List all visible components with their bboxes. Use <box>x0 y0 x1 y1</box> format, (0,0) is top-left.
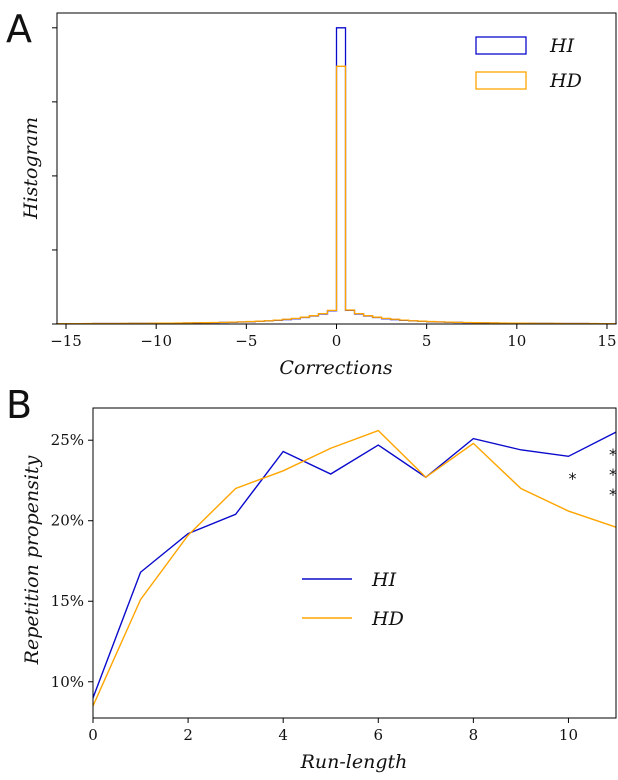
legend-label-hi: HI <box>549 35 575 57</box>
x-tick-label: 8 <box>469 726 479 744</box>
histogram-panel: −15 −10 −5 0 5 10 15 Corrections Histogram HI … <box>20 12 617 379</box>
x-tick-label: 0 <box>332 332 342 350</box>
histogram-plot-area <box>56 27 617 325</box>
x-tick-label: 2 <box>183 726 193 744</box>
line-series-hd <box>92 429 617 707</box>
legend-swatch-hi <box>475 36 527 55</box>
panel-a-letter: A <box>6 7 32 51</box>
x-tick-label: 10 <box>559 726 578 744</box>
x-tick-label: −15 <box>50 332 82 350</box>
y-tick-label: 10% <box>51 673 84 691</box>
legend-label-hi: HI <box>371 569 397 591</box>
significance-star: * <box>609 465 617 484</box>
line-chart-x-axis-title: Run-length <box>300 751 408 773</box>
x-tick-label: −5 <box>235 332 257 350</box>
significance-star: * <box>609 485 617 504</box>
x-tick-label: −10 <box>140 332 172 350</box>
histogram-y-ticks <box>52 27 57 325</box>
legend-label-hd: HD <box>549 70 582 92</box>
x-tick-label: 6 <box>373 726 383 744</box>
significance-star: * <box>568 469 576 488</box>
significance-markers: **** <box>568 445 617 504</box>
y-tick-label: 20% <box>51 512 84 530</box>
line-chart-frame <box>92 407 617 719</box>
line-chart-legend: HI HD <box>302 569 404 630</box>
histogram-y-axis-title: Histogram <box>20 117 42 220</box>
line-chart-panel: 0 2 4 6 8 10 10%15%20%25% **** Run-length Rep… <box>21 407 617 773</box>
line-chart-plot-area <box>92 429 617 707</box>
histogram-x-axis-title: Corrections <box>279 357 392 379</box>
y-tick-label: 15% <box>51 592 84 610</box>
x-tick-label: 0 <box>88 726 98 744</box>
histogram-x-ticks: −15 −10 −5 0 5 10 15 <box>50 324 617 350</box>
line-chart-x-ticks: 0 2 4 6 8 10 <box>88 718 578 744</box>
legend-label-hd: HD <box>371 608 404 630</box>
x-tick-label: 5 <box>422 332 432 350</box>
significance-star: * <box>609 445 617 464</box>
histogram-legend: HI HD <box>475 35 582 92</box>
line-chart-y-ticks: 10% 15% 20% 25% <box>51 431 93 691</box>
histogram-series-hd <box>56 65 617 325</box>
y-tick-label: 25% <box>51 431 84 449</box>
x-tick-label: 10 <box>507 332 526 350</box>
x-tick-label: 4 <box>278 726 288 744</box>
legend-swatch-hd <box>475 71 527 90</box>
panel-b-letter: B <box>6 383 32 427</box>
line-series-hi <box>92 431 617 699</box>
x-tick-label: 15 <box>597 332 616 350</box>
line-chart-y-axis-title: Repetition propensity <box>21 455 43 665</box>
